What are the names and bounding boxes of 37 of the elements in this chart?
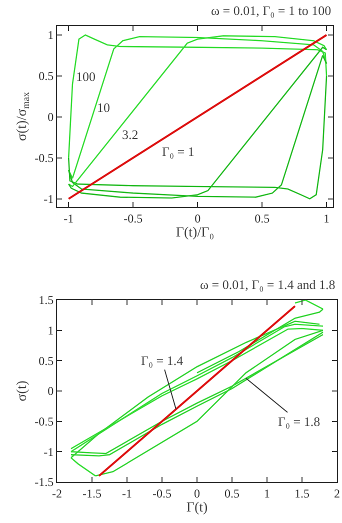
- y-axis-title: σ(t): [15, 380, 30, 402]
- x-tick-label: 0.5: [224, 486, 240, 500]
- x-tick-label: 2: [334, 486, 340, 500]
- x-axis-title: Γ(t): [186, 500, 208, 516]
- y-tick-label: -0.5: [34, 414, 54, 429]
- x-tick-label: -1: [64, 211, 74, 226]
- x-tick-label: 1: [264, 486, 270, 500]
- x-tick-label: -2: [52, 486, 62, 500]
- annotation: Γ₀ = 1.4: [141, 353, 184, 368]
- x-tick-label: -1.5: [82, 486, 102, 500]
- y-tick-label: 0: [48, 384, 54, 398]
- y-tick-label: -1: [44, 444, 54, 459]
- y-tick-label: -1.5: [34, 475, 54, 490]
- y-tick-label: 0: [48, 110, 54, 124]
- y-tick-label: -0.5: [34, 151, 54, 166]
- chart-title: ω = 0.01, Γ₀ = 1 to 100: [211, 3, 332, 18]
- x-tick-label: 1.5: [294, 486, 310, 500]
- annotation: Γ₀ = 1: [162, 144, 194, 159]
- x-axis-title: Γ(t)/Γ₀: [176, 226, 214, 241]
- annotation: 3.2: [122, 127, 138, 142]
- x-tick-label: 0: [194, 211, 201, 226]
- annotation: 100: [76, 69, 96, 84]
- y-tick-label: 0.5: [38, 69, 54, 84]
- y-tick-label: 1: [48, 28, 54, 42]
- x-tick-label: -0.5: [152, 486, 172, 500]
- annotation: 10: [97, 100, 110, 115]
- y-tick-label: 1.5: [38, 293, 54, 308]
- y-tick-label: 1: [48, 324, 54, 338]
- x-tick-label: 0.5: [254, 211, 270, 226]
- x-tick-label: 1: [324, 211, 330, 226]
- x-tick-label: -0.5: [124, 211, 143, 226]
- annotation: Γ₀ = 1.8: [278, 414, 320, 429]
- chart-title: ω = 0.01, Γ₀ = 1.4 and 1.8: [200, 277, 336, 292]
- x-tick-label: 0: [194, 486, 200, 500]
- x-tick-label: -1: [122, 486, 132, 500]
- y-tick-label: -1: [44, 192, 54, 206]
- y-tick-label: 0.5: [38, 354, 54, 368]
